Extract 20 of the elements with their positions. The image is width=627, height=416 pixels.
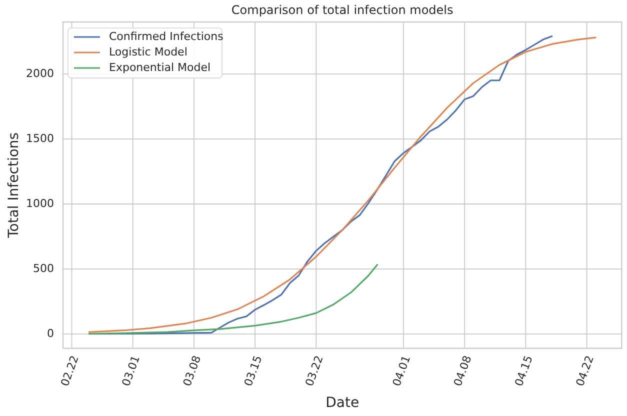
x-tick-label: 03.15 (242, 354, 265, 388)
y-tick-label: 1500 (26, 132, 54, 146)
y-axis-title: Total Infections (6, 132, 22, 239)
x-axis-title: Date (326, 395, 360, 411)
x-tick-label: 04.08 (451, 354, 474, 388)
x-tick-label: 04.01 (390, 354, 414, 388)
legend-label: Confirmed Infections (109, 30, 224, 44)
y-tick-label: 0 (47, 327, 54, 340)
legend-label: Exponential Model (109, 61, 211, 74)
x-tick-label: 02.22 (58, 354, 82, 388)
x-tick-label: 04.15 (512, 354, 536, 388)
chart-title: Comparison of total infection models (231, 3, 454, 17)
x-tick-label: 03.08 (180, 354, 204, 388)
x-tick-label: 04.22 (573, 354, 596, 388)
y-tick-label: 1000 (26, 197, 54, 210)
x-tick-label: 03.01 (119, 354, 142, 388)
x-tick-label: 03.22 (302, 354, 326, 388)
y-tick-label: 500 (33, 262, 54, 276)
y-tick-label: 2000 (26, 67, 54, 80)
legend-label: Logistic Model (109, 46, 188, 59)
